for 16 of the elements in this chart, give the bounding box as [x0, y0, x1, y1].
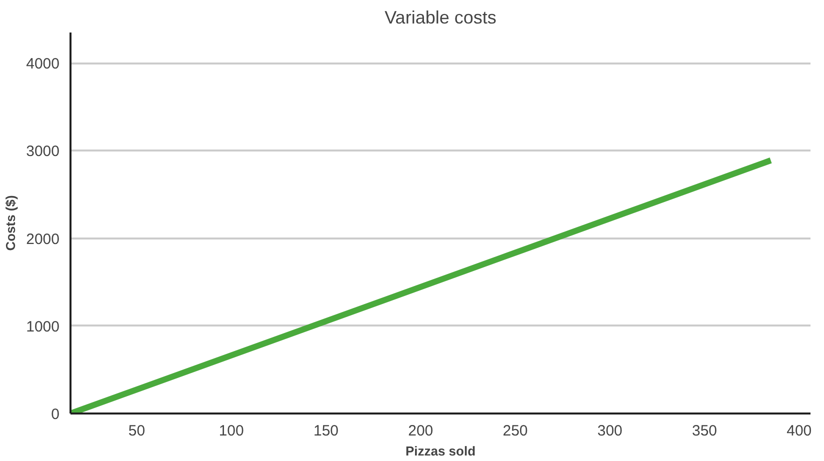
y-tick-label: 1000	[26, 318, 60, 336]
x-tick-label: 200	[408, 422, 434, 440]
x-tick-label: 300	[597, 422, 622, 440]
x-axis-title: Pizzas sold	[405, 444, 476, 458]
x-tick-label: 100	[218, 422, 244, 440]
y-tick-label: 2000	[26, 230, 60, 248]
x-tick-label: 250	[502, 422, 528, 440]
x-tick-label: 50	[128, 422, 146, 440]
x-tick-label: 150	[313, 422, 339, 440]
x-tick-label: 350	[692, 422, 718, 440]
y-tick-label: 3000	[26, 143, 60, 160]
x-tick-label: 400	[786, 422, 812, 440]
y-axis-title: Costs ($)	[3, 195, 18, 251]
y-tick-label: 0	[51, 406, 60, 423]
y-tick-label: 4000	[26, 56, 60, 73]
chart-title: Variable costs	[384, 8, 496, 28]
